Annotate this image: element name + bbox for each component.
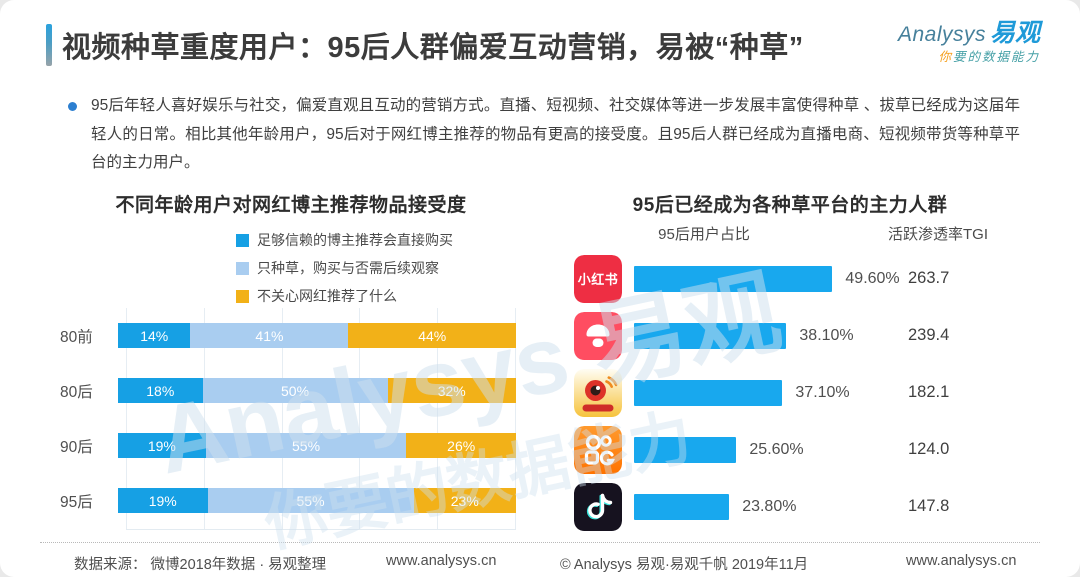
share-value: 23.80% [742, 497, 797, 515]
segment-value: 32% [437, 382, 466, 399]
platform-rows: 小红书 49.60% 263.7 38.10% 239.4 37.10% 182.1 25.6… [556, 250, 1024, 535]
segment-value: 55% [292, 437, 321, 454]
share-bar [634, 436, 737, 463]
bar-segment: 19% [118, 433, 206, 458]
xiaohongshu-icon: 小红书 [574, 254, 622, 303]
stacked-bar-row: 95后 19% 55% 23% [60, 473, 516, 528]
tgi-value: 263.7 [908, 269, 950, 287]
share-value: 38.10% [799, 326, 854, 344]
legend-item: 不关心网红推荐了什么 [236, 282, 453, 310]
segment-value: 19% [147, 437, 176, 454]
bar-segment: 32% [387, 378, 516, 403]
data-source: 数据来源： 微博2018年数据 · 易观整理 [74, 557, 327, 573]
bar-segment: 26% [406, 433, 516, 458]
bar-segment: 23% [413, 488, 516, 513]
stacked-bar-row: 90后 19% 55% 26% [60, 418, 516, 473]
platform-row: 小红书 49.60% 263.7 [556, 250, 1024, 307]
platform-row: 38.10% 239.4 [556, 307, 1024, 364]
column-header-tgi: 活跃渗透率TGI [888, 226, 988, 243]
category-label: 90后 [60, 438, 93, 456]
share-bar [634, 379, 783, 406]
platform-row: 25.60% 124.0 [556, 421, 1024, 478]
footer-url-left: www.analysys.cn [386, 553, 497, 569]
column-headers: 95后用户占比 活跃渗透率TGI [556, 223, 1024, 243]
category-label: 95后 [60, 493, 93, 511]
legend-label: 足够信赖的博主推荐会直接购买 [257, 232, 453, 248]
platform-row: 23.80% 147.8 [556, 478, 1024, 535]
stacked-bar: 19% 55% 23% [118, 488, 516, 513]
bullet-dot-icon [68, 102, 77, 111]
copyright: © Analysys 易观·易观千帆 2019年11月 [560, 557, 809, 573]
segment-value: 23% [450, 492, 479, 509]
legend-item: 足够信赖的博主推荐会直接购买 [236, 226, 453, 254]
tgi-value: 124.0 [908, 440, 950, 458]
segment-value: 14% [140, 327, 169, 344]
weibo-icon [574, 368, 622, 417]
category-label: 80前 [60, 328, 93, 346]
tgi-value: 239.4 [908, 326, 950, 344]
douyin-icon [574, 482, 622, 531]
bar-segment: 50% [202, 378, 388, 403]
platform-bar-chart: 95后已经成为各种草平台的主力人群 95后用户占比 活跃渗透率TGI 小红书 49… [556, 190, 1024, 535]
segment-value: 44% [418, 327, 447, 344]
tgi-value: 182.1 [908, 383, 950, 401]
segment-value: 50% [281, 382, 310, 399]
legend-item: 只种草，购买与否需后续观察 [236, 254, 453, 282]
left-chart-title: 不同年龄用户对网红博主推荐物品接受度 [115, 195, 467, 216]
analysys-logo: Analysys 易观 你要的数据能力 [897, 19, 1040, 64]
intro-block: 95后年轻人喜好娱乐与社交，偏爱直观且互动的营销方式。直播、短视频、社交媒体等进… [68, 92, 1020, 178]
stacked-bar: 19% 55% 26% [118, 433, 516, 458]
stacked-bar-row: 80前 14% 41% 44% [60, 308, 516, 363]
segment-value: 41% [255, 327, 284, 344]
legend-swatch [236, 289, 249, 303]
footer: 数据来源： 微博2018年数据 · 易观整理 www.analysys.cn ©… [40, 542, 1040, 573]
stacked-bar: 18% 50% 32% [118, 378, 516, 403]
share-bar [634, 265, 833, 292]
logo-tagline: 你要的数据能力 [938, 49, 1040, 64]
logo-brand-en: Analysys [897, 23, 986, 46]
category-label: 80后 [60, 383, 93, 401]
column-header-share: 95后用户占比 [658, 226, 750, 243]
platform-row: 37.10% 182.1 [556, 364, 1024, 421]
bar-segment: 41% [190, 323, 349, 348]
segment-value: 18% [146, 382, 175, 399]
bar-segment: 14% [118, 323, 191, 348]
footer-url-right: www.analysys.cn [906, 553, 1017, 569]
bar-segment: 55% [207, 488, 414, 513]
legend-swatch [236, 261, 249, 275]
segment-value: 55% [296, 492, 325, 509]
title-accent-bar [46, 24, 52, 66]
page-title: 视频种草重度用户：95后人群偏爱互动营销，易被“种草” [62, 32, 804, 64]
share-value: 25.60% [749, 440, 804, 458]
xiaohongshu-icon-label: 小红书 [574, 254, 622, 303]
share-value: 37.10% [795, 383, 850, 401]
stacked-bar-chart: 不同年龄用户对网红博主推荐物品接受度 足够信赖的博主推荐会直接购买 只种草，购买与… [60, 190, 522, 530]
share-bar [634, 322, 787, 349]
legend-swatch [236, 233, 249, 247]
segment-value: 26% [447, 437, 476, 454]
intro-text: 95后年轻人喜好娱乐与社交，偏爱直观且互动的营销方式。直播、短视频、社交媒体等进… [91, 97, 1020, 172]
bar-segment: 19% [118, 488, 208, 513]
right-chart-title: 95后已经成为各种草平台的主力人群 [632, 195, 948, 216]
legend-label: 只种草，购买与否需后续观察 [257, 260, 439, 276]
share-bar [634, 493, 730, 520]
tgi-value: 147.8 [908, 497, 950, 515]
bar-segment: 55% [205, 433, 407, 458]
segment-value: 19% [148, 492, 177, 509]
bar-segment: 18% [118, 378, 203, 403]
stacked-bar-plot: 80前 14% 41% 44% 80后 18% 50% 32% 90后 19% 55% 26% 95后 1… [60, 308, 516, 530]
stacked-bar: 14% 41% 44% [118, 323, 516, 348]
stacked-bar-row: 80后 18% 50% 32% [60, 363, 516, 418]
kuaishou-icon [574, 425, 622, 474]
legend-label: 不关心网红推荐了什么 [257, 288, 397, 304]
bar-segment: 44% [348, 323, 516, 348]
mogujie-icon [574, 311, 622, 360]
gridlines [126, 308, 516, 530]
share-value: 49.60% [845, 269, 900, 287]
stacked-legend: 足够信赖的博主推荐会直接购买 只种草，购买与否需后续观察 不关心网红推荐了什么 [236, 226, 453, 310]
logo-brand-cn: 易观 [989, 19, 1040, 47]
